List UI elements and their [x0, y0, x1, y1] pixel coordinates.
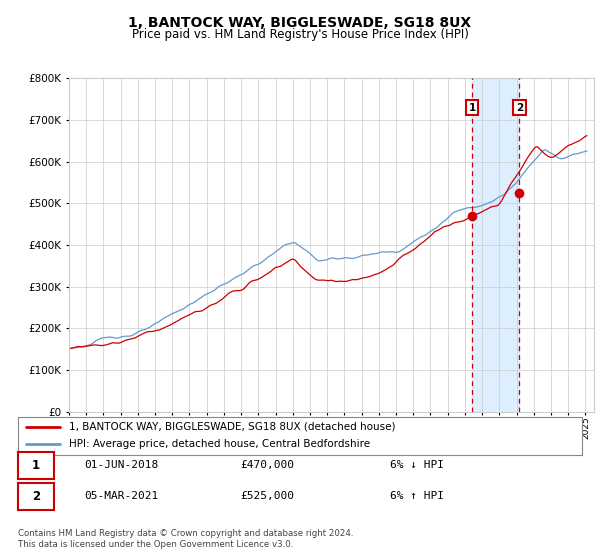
- Text: 1: 1: [32, 459, 40, 472]
- Text: 1, BANTOCK WAY, BIGGLESWADE, SG18 8UX (detached house): 1, BANTOCK WAY, BIGGLESWADE, SG18 8UX (d…: [69, 422, 395, 432]
- Text: 2: 2: [32, 489, 40, 503]
- Text: 05-MAR-2021: 05-MAR-2021: [84, 491, 158, 501]
- Text: £470,000: £470,000: [240, 460, 294, 470]
- Text: 01-JUN-2018: 01-JUN-2018: [84, 460, 158, 470]
- Text: 6% ↓ HPI: 6% ↓ HPI: [390, 460, 444, 470]
- Text: £525,000: £525,000: [240, 491, 294, 501]
- Text: 6% ↑ HPI: 6% ↑ HPI: [390, 491, 444, 501]
- Bar: [472, 78, 520, 412]
- Text: Price paid vs. HM Land Registry's House Price Index (HPI): Price paid vs. HM Land Registry's House …: [131, 28, 469, 41]
- Text: HPI: Average price, detached house, Central Bedfordshire: HPI: Average price, detached house, Cent…: [69, 440, 370, 450]
- Text: 2: 2: [516, 102, 523, 113]
- Text: Contains HM Land Registry data © Crown copyright and database right 2024.
This d: Contains HM Land Registry data © Crown c…: [18, 529, 353, 549]
- Text: 1: 1: [469, 102, 476, 113]
- Text: 1, BANTOCK WAY, BIGGLESWADE, SG18 8UX: 1, BANTOCK WAY, BIGGLESWADE, SG18 8UX: [128, 16, 472, 30]
